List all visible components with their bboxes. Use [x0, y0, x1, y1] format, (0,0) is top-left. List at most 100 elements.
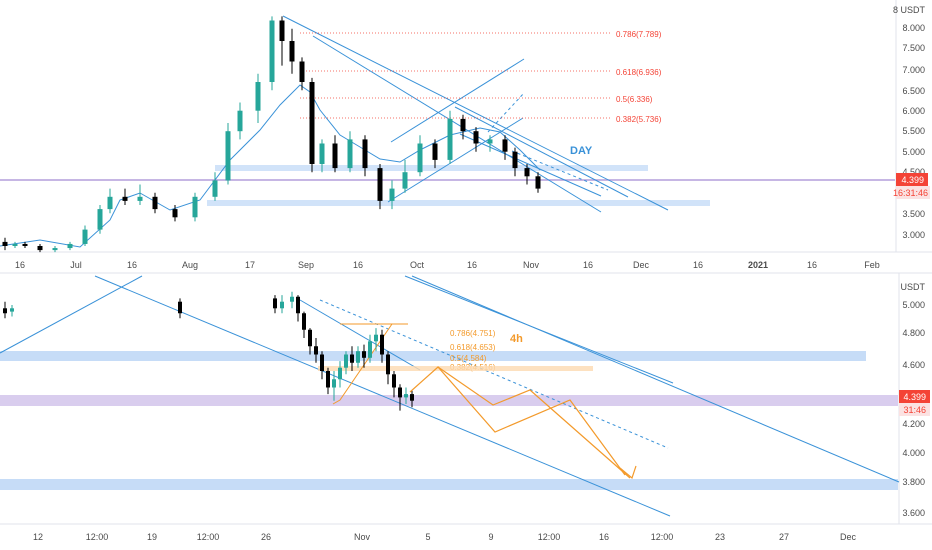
x-axis-tick-label: Sep [298, 260, 314, 270]
candle-body [37, 246, 43, 251]
top-time-axis[interactable]: 16 Jul 16 Aug 17 Sep 16 Oct 16 Nov 16 Dec 16 2021 16 Fe… [15, 260, 880, 270]
candle-body [152, 196, 158, 210]
candle-body [122, 196, 128, 201]
candle-body [347, 139, 353, 169]
y-axis-tick-label: 5.000 [902, 147, 925, 157]
x-axis-tick-label: 12:00 [197, 532, 220, 542]
resistance-zone-bottom [0, 351, 866, 361]
x-axis-tick-label: Nov [354, 532, 371, 542]
candle-body [487, 139, 493, 144]
top-fib-levels: 0.786(7.789) 0.618(6.936) 0.5(6.336) 0.382(… [300, 30, 662, 124]
countdown-tag-top [896, 186, 930, 199]
countdown-top: 16:31:46 [893, 188, 928, 198]
candle-body [279, 20, 285, 41]
x-axis-tick-label: 27 [779, 532, 789, 542]
y-axis-tick-label: 8.000 [902, 23, 925, 33]
x-axis-tick-label: Oct [410, 260, 425, 270]
candle-body [212, 180, 218, 197]
daily-chart-panel[interactable]: 0.786(7.789) 0.618(6.936) 0.5(6.336) 0.382(… [0, 15, 895, 253]
downtrend-line-upper [282, 15, 669, 211]
candle-body [512, 151, 518, 169]
candle-body [374, 334, 378, 342]
downtrend-channel-lower [94, 275, 671, 517]
candle-body [309, 82, 315, 164]
candle-body [460, 118, 466, 132]
candle-body [10, 308, 14, 312]
currency-label: USDT [901, 282, 926, 292]
candle-body [332, 143, 338, 169]
y-axis-tick-label: 3.800 [902, 477, 925, 487]
countdown-tag-bottom [899, 403, 930, 416]
y-axis-tick-label: 4.600 [902, 360, 925, 370]
x-axis-tick-label: 17 [245, 260, 255, 270]
y-axis-tick-label: 3.500 [902, 209, 925, 219]
top-price-axis[interactable]: 8.000 7.500 7.000 6.500 6.000 5.500 5.000 4.500… [893, 5, 926, 240]
current-price-top: 4.399 [901, 175, 924, 185]
x-axis-tick-label: 5 [425, 532, 430, 542]
fib-level-label: 0.618(4.653) [450, 343, 496, 352]
candle-body [178, 301, 182, 314]
fib-level-label: 0.5(6.336) [616, 95, 653, 104]
price-zone-bottom [0, 395, 898, 406]
candle-body [107, 196, 113, 210]
x-axis-tick-label: 16 [467, 260, 477, 270]
candle-body [296, 296, 300, 314]
candle-body [319, 143, 325, 164]
candle-body [402, 172, 408, 189]
moving-average-line [0, 84, 541, 248]
candle-body [362, 139, 368, 169]
y-axis-tick-label: 7.500 [902, 43, 925, 53]
bottom-time-axis[interactable]: 12 12:00 19 12:00 26 Nov 5 9 12:00 16 12:00 23 27 Dec [33, 532, 857, 542]
candle-body [2, 241, 8, 246]
bottom-fib-levels: 0.786(4.751)0.618(4.653)0.5(4.584)0.382(… [318, 323, 593, 405]
top-trendlines [0, 15, 669, 248]
candle-body [326, 371, 330, 388]
four-hour-chart-panel[interactable]: 0.786(4.751)0.618(4.653)0.5(4.584)0.382(… [0, 275, 900, 517]
parallel-channel-upper [390, 58, 525, 143]
candle-body [398, 387, 402, 398]
x-axis-tick-label: 26 [261, 532, 271, 542]
candle-body [255, 82, 261, 111]
fib-triangle [332, 323, 408, 405]
candle-body [377, 168, 383, 201]
candle-body [52, 248, 58, 251]
bottom-timeframe-label: 4h [510, 333, 523, 345]
bottom-price-axis[interactable]: 5.000 4.800 4.600 4.200 4.000 3.800 3.600 USDT [901, 282, 926, 518]
current-price-bottom: 4.399 [903, 392, 926, 402]
candle-body [350, 354, 354, 363]
y-axis-tick-label: 4.500 [902, 167, 925, 177]
candle-body [273, 298, 277, 309]
candle-body [447, 118, 453, 160]
candle-body [82, 229, 88, 244]
y-axis-tick-label: 4.000 [902, 448, 925, 458]
candle-body [380, 334, 384, 355]
x-axis-tick-label: 16 [807, 260, 817, 270]
x-axis-tick-label: 2021 [748, 260, 768, 270]
projection-path-b [437, 366, 631, 479]
candle-body [67, 243, 73, 249]
projection-path-a [409, 366, 626, 476]
candle-body [289, 41, 295, 62]
x-axis-tick-label: 16 [583, 260, 593, 270]
candle-body [338, 367, 342, 380]
support-zone-bottom [0, 479, 898, 490]
countdown-bottom: 31:46 [903, 405, 926, 415]
x-axis-tick-label: 12:00 [538, 532, 561, 542]
bottom-zones [0, 351, 898, 490]
y-axis-tick-label: 4.200 [902, 419, 925, 429]
x-axis-tick-label: Aug [182, 260, 198, 270]
currency-label: 8 USDT [893, 5, 926, 15]
candle-body [344, 354, 348, 368]
candle-body [502, 139, 508, 152]
x-axis-tick-label: Feb [864, 260, 880, 270]
x-axis-tick-label: 12 [33, 532, 43, 542]
bottom-candles [3, 291, 414, 411]
fib-level-label: 0.618(6.936) [616, 68, 662, 77]
candle-body [12, 243, 18, 246]
x-axis-tick-label: 12:00 [86, 532, 109, 542]
candle-body [290, 296, 294, 302]
y-axis-tick-label: 4.800 [902, 328, 925, 338]
candle-body [3, 308, 7, 314]
projection-path [409, 366, 637, 480]
